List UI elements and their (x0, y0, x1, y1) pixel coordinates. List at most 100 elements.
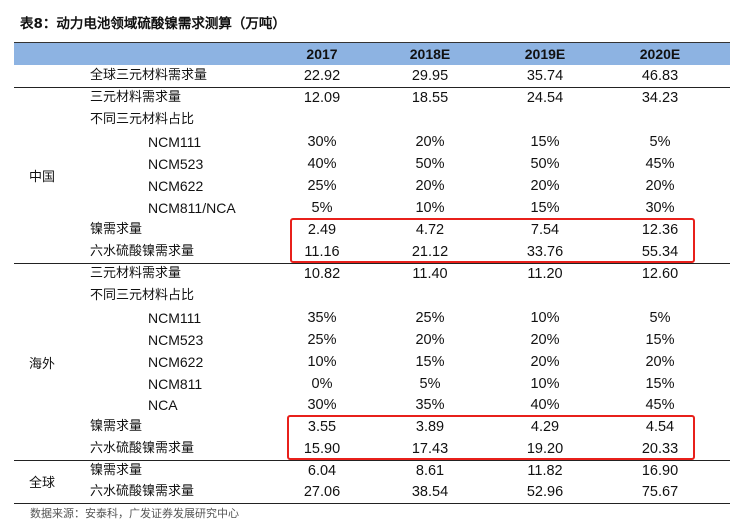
cell-value: 21.12 (411, 244, 449, 260)
table-title: 表8：动力电池领域硫酸镍需求测算（万吨） (20, 16, 286, 32)
table-row: 全球三元材料需求量 22.92 29.95 35.74 46.83 (14, 65, 730, 87)
cell-value: 12.60 (641, 266, 679, 282)
cell-value: 6.04 (307, 463, 337, 480)
table-row: NCM811 0% 5% 10% 15% (14, 373, 730, 395)
column-header: 2020E (639, 46, 681, 62)
cell-value: 7.54 (530, 222, 560, 238)
column-header: 2019E (524, 46, 566, 62)
table-row: 三元材料需求量 12.09 18.55 24.54 34.23 (14, 87, 730, 109)
row-label: NCM111 (148, 309, 202, 326)
cell-value: 8.61 (415, 463, 445, 480)
cell-value: 4.54 (645, 419, 675, 436)
cell-value: 25% (415, 309, 445, 326)
cell-value: 17.43 (411, 441, 449, 458)
cell-value: 10% (415, 200, 445, 216)
cell-value: 35% (307, 309, 337, 326)
table-row: NCM111 35% 25% 10% 5% (14, 307, 730, 329)
cell-value: 20% (645, 178, 675, 194)
row-label: 镍需求量 (90, 463, 143, 479)
highlight-box (290, 218, 695, 263)
cell-value: 4.72 (415, 222, 445, 238)
cell-value: 27.06 (303, 484, 341, 501)
cell-value: 30% (307, 397, 337, 414)
cell-value: 20% (530, 353, 560, 370)
cell-value: 11.20 (527, 266, 563, 282)
table-row: 镍需求量 3.55 3.89 4.29 4.54 (14, 416, 730, 438)
cell-value: 34.23 (641, 90, 679, 106)
cell-value: 40% (530, 397, 560, 414)
cell-value: 25% (307, 331, 337, 348)
region-label: 海外 (28, 356, 55, 372)
row-label: 镍需求量 (90, 222, 143, 237)
cell-value: 15% (415, 353, 445, 370)
cell-value: 20.33 (641, 441, 679, 458)
cell-value: 75.67 (641, 484, 679, 501)
column-header: 2017 (306, 46, 338, 62)
cell-value: 3.89 (415, 419, 445, 436)
cell-value: 20% (530, 178, 560, 194)
cell-value: 5% (419, 375, 441, 392)
cell-value: 20% (415, 134, 445, 150)
cell-value: 30% (307, 134, 337, 150)
row-label: NCM523 (148, 156, 204, 172)
table-row: NCA 30% 35% 40% 45% (14, 394, 730, 416)
cell-value: 20% (645, 353, 675, 370)
cell-value: 24.54 (526, 90, 564, 106)
cell-value: 10.82 (303, 266, 341, 282)
bottom-rule (14, 503, 730, 505)
cell-value: 55.34 (641, 244, 679, 260)
cell-value: 33.76 (526, 244, 564, 260)
cell-value: 15.90 (303, 441, 341, 458)
region-label: 中国 (28, 170, 55, 185)
cell-value: 12.09 (303, 90, 341, 106)
cell-value: 45% (645, 156, 675, 172)
cell-value: 22.92 (303, 68, 341, 84)
cell-value: 11.40 (412, 266, 448, 282)
cell-value: 35% (415, 397, 445, 414)
cell-value: 5% (649, 309, 671, 326)
table-row: NCM811/NCA 5% 10% 15% 30% (14, 197, 730, 219)
section-divider (14, 87, 730, 88)
cell-value: 11.82 (527, 463, 563, 480)
cell-value: 20% (415, 331, 445, 348)
cell-value: 11.16 (304, 244, 340, 260)
cell-value: 52.96 (526, 484, 564, 501)
row-label: 三元材料需求量 (90, 90, 182, 105)
cell-value: 50% (415, 156, 445, 172)
cell-value: 15% (645, 375, 675, 392)
table-row: 六水硫酸镍需求量 27.06 38.54 52.96 75.67 (14, 481, 730, 503)
row-label: NCM622 (148, 178, 204, 194)
row-label: 六水硫酸镍需求量 (90, 484, 195, 500)
table-row: 三元材料需求量 10.82 11.40 11.20 12.60 (14, 263, 730, 285)
row-label: 不同三元材料占比 (90, 287, 195, 303)
cell-value: 38.54 (411, 484, 449, 501)
cell-value: 18.55 (411, 90, 449, 106)
table-row: 镍需求量 6.04 8.61 11.82 16.90 (14, 460, 730, 482)
cell-value: 4.29 (530, 419, 560, 436)
cell-value: 5% (649, 134, 671, 150)
cell-value: 0% (311, 375, 333, 392)
table-row: NCM622 25% 20% 20% 20% (14, 175, 730, 197)
table-row: NCM111 30% 20% 15% 5% (14, 131, 730, 153)
table-row: NCM622 10% 15% 20% 20% (14, 351, 730, 373)
table-header: 2017 2018E 2019E 2020E (14, 43, 730, 65)
row-label: 三元材料需求量 (90, 266, 182, 281)
cell-value: 10% (530, 375, 560, 392)
cell-value: 5% (311, 200, 333, 216)
cell-value: 15% (530, 134, 560, 150)
cell-value: 15% (530, 200, 560, 216)
cell-value: 16.90 (641, 463, 679, 480)
section-divider (14, 263, 730, 264)
cell-value: 19.20 (526, 441, 564, 458)
row-label: 六水硫酸镍需求量 (90, 244, 195, 259)
row-label: 不同三元材料占比 (90, 112, 195, 127)
section-divider (14, 460, 730, 462)
cell-value: 46.83 (641, 68, 679, 84)
row-label: NCM622 (148, 353, 204, 370)
row-label: 六水硫酸镍需求量 (90, 441, 195, 457)
table-row: 不同三元材料占比 (14, 109, 730, 131)
table-row: 镍需求量 2.49 4.72 7.54 12.36 (14, 219, 730, 241)
table-row: 不同三元材料占比 (14, 285, 730, 307)
row-label: NCA (148, 397, 178, 414)
region-label: 全球 (28, 476, 55, 492)
